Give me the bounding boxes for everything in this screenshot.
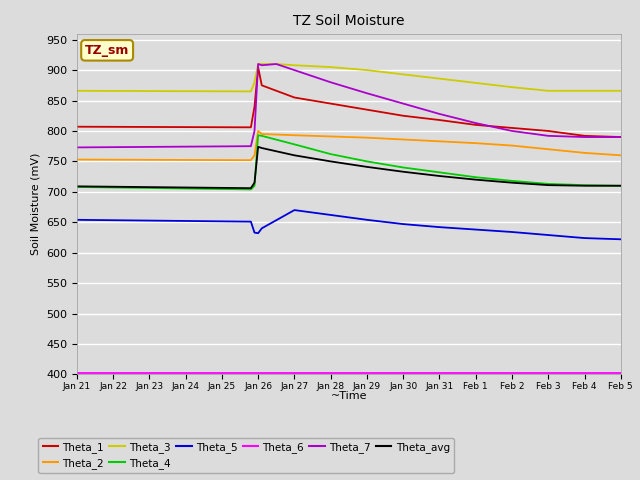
- Title: TZ Soil Moisture: TZ Soil Moisture: [293, 14, 404, 28]
- Y-axis label: Soil Moisture (mV): Soil Moisture (mV): [30, 153, 40, 255]
- X-axis label: ~Time: ~Time: [330, 391, 367, 401]
- Legend: Theta_1, Theta_2, Theta_3, Theta_4, Theta_5, Theta_6, Theta_7, Theta_avg: Theta_1, Theta_2, Theta_3, Theta_4, Thet…: [38, 438, 454, 473]
- Text: TZ_sm: TZ_sm: [85, 44, 129, 57]
